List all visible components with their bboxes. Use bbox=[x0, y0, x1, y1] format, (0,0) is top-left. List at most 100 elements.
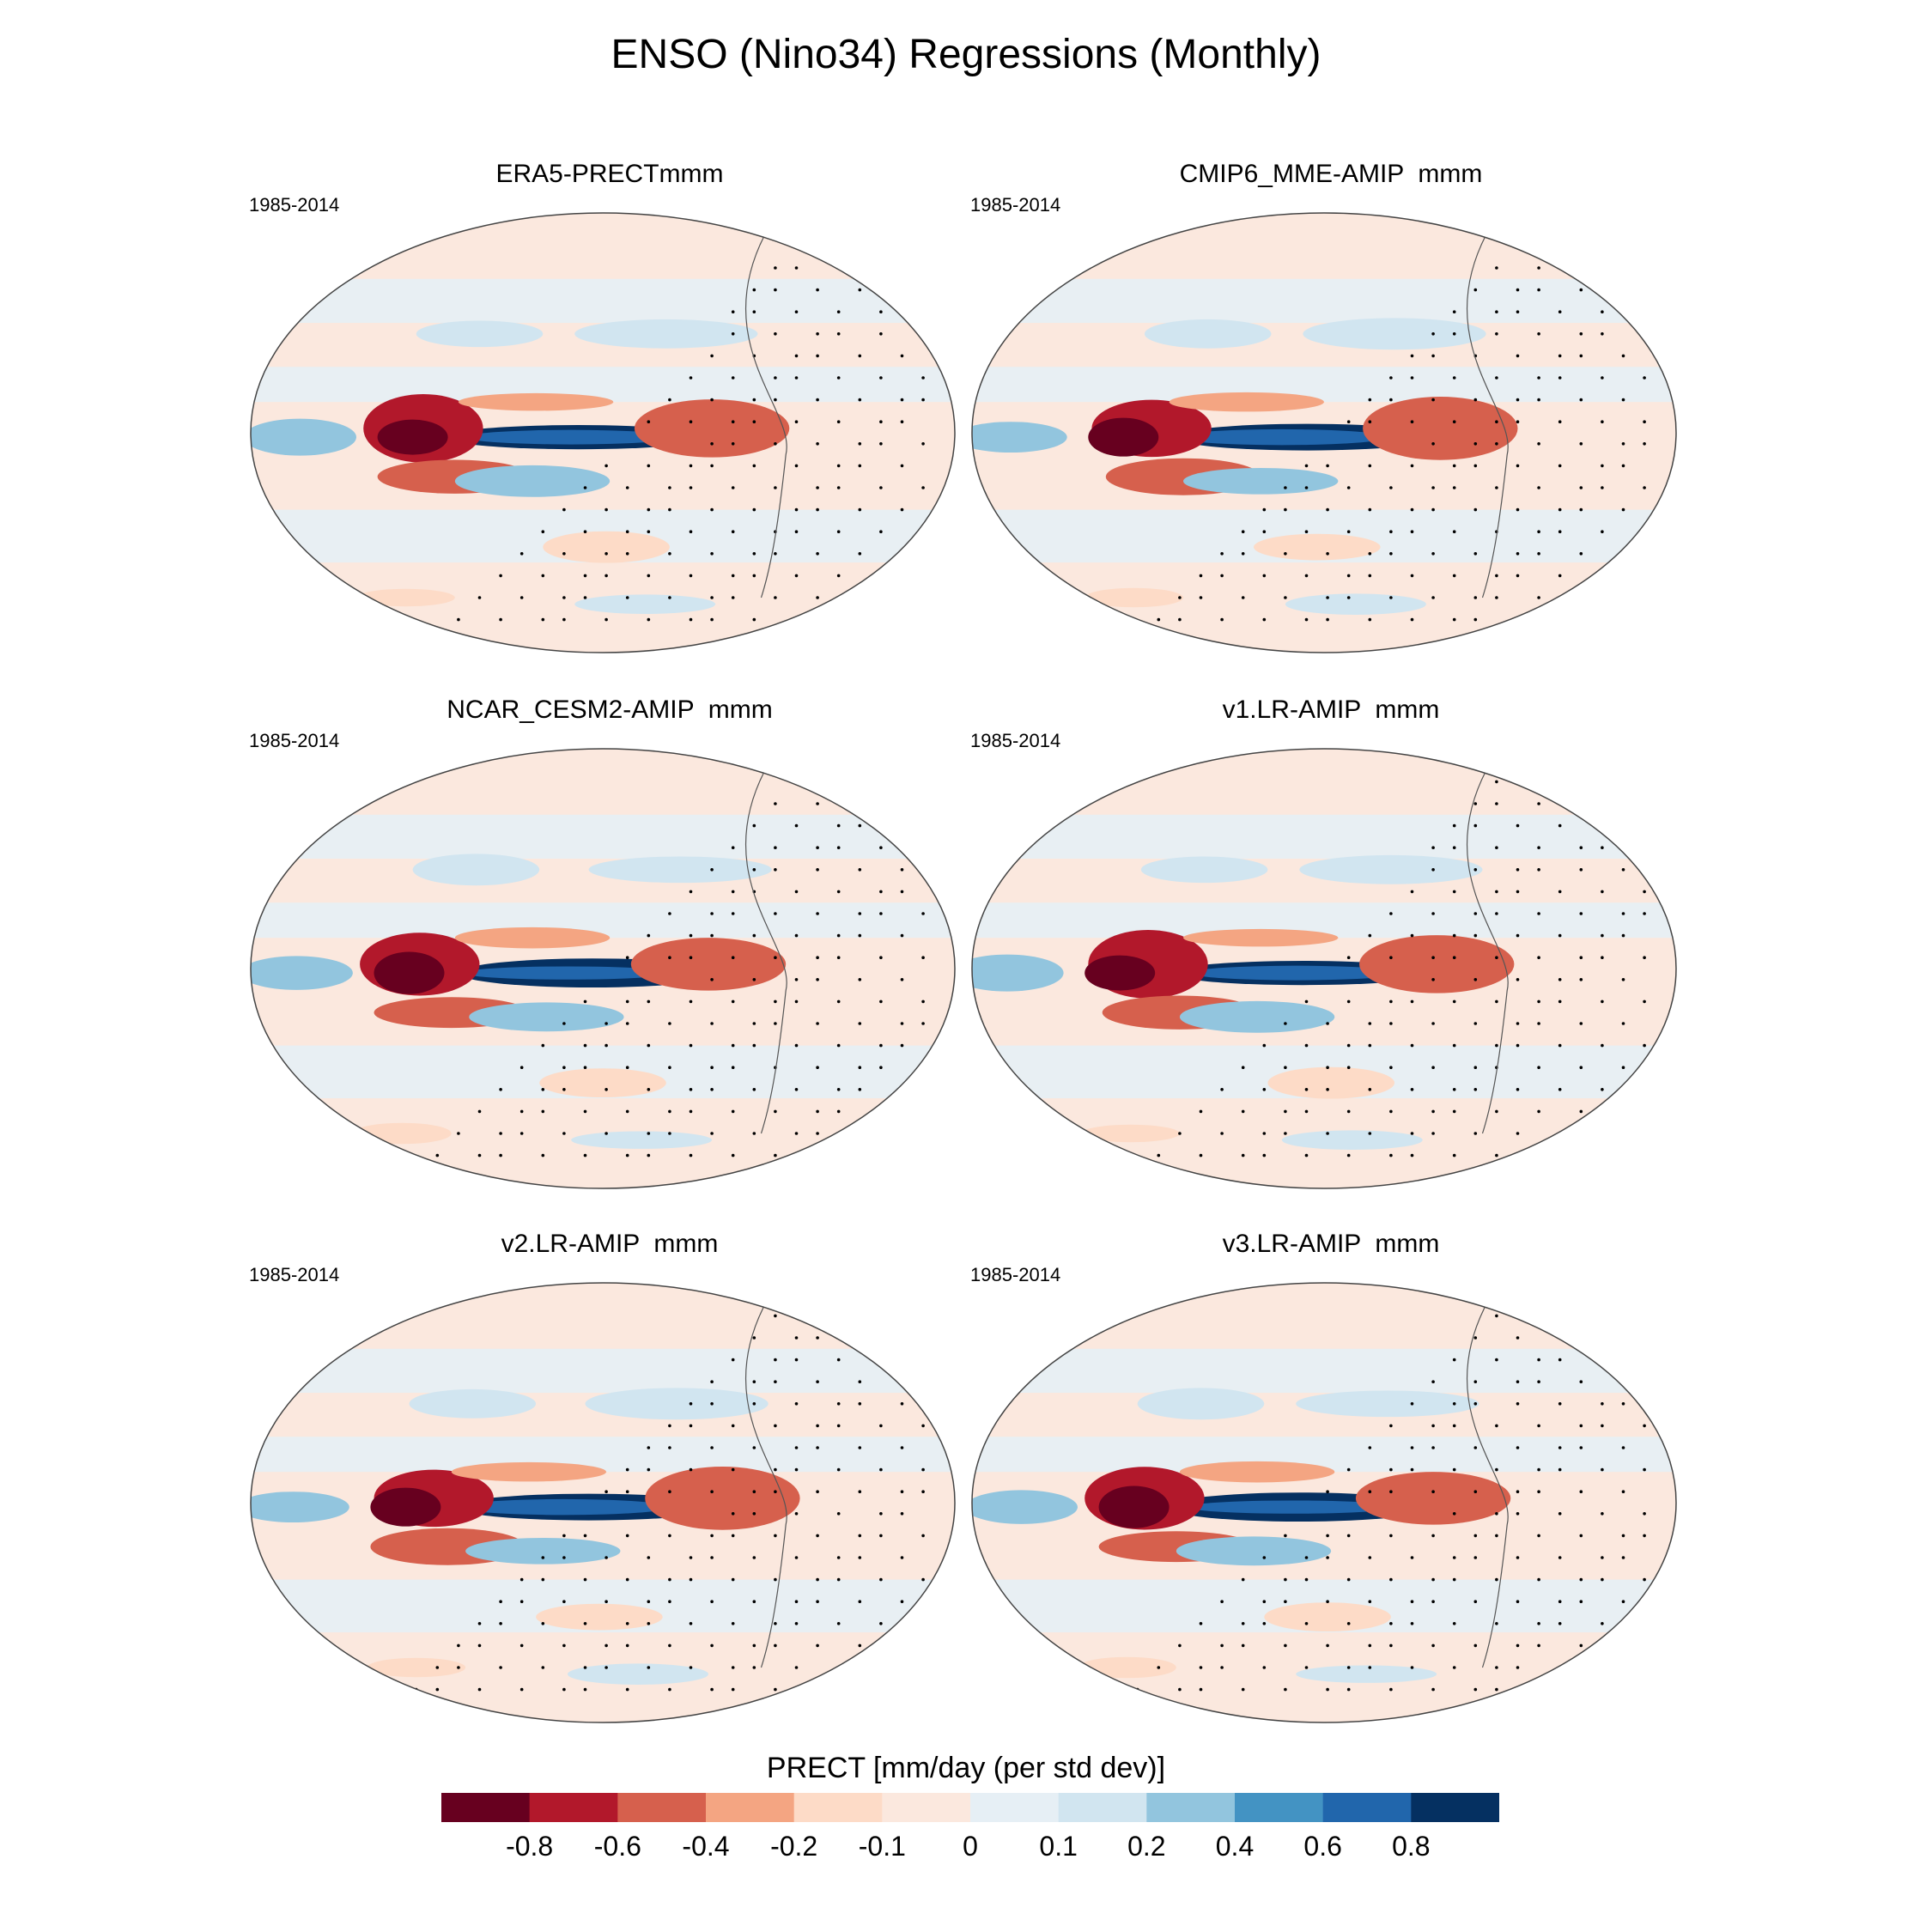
map-plot bbox=[971, 212, 1677, 653]
stipple-dot bbox=[1643, 1577, 1646, 1582]
stipple-dot bbox=[605, 507, 608, 512]
anomaly-region bbox=[574, 319, 758, 349]
stipple-dot bbox=[752, 1446, 756, 1449]
stipple-dot bbox=[900, 1043, 904, 1048]
stipple-dot bbox=[1579, 1446, 1583, 1449]
stipple-dot bbox=[1410, 617, 1414, 622]
colorbar-tick-label: 0.8 bbox=[1392, 1831, 1431, 1862]
stipple-dot bbox=[1304, 530, 1309, 533]
anomaly-region bbox=[1144, 319, 1272, 349]
stipple-dot bbox=[794, 1556, 799, 1559]
stipple-dot bbox=[731, 890, 735, 894]
stipple-dot bbox=[1473, 802, 1478, 805]
stipple-dot bbox=[1601, 1556, 1604, 1559]
stipple-dot bbox=[1431, 912, 1435, 915]
anomaly-region bbox=[458, 1498, 670, 1516]
stipple-dot bbox=[816, 1022, 819, 1025]
stipple-dot bbox=[794, 1153, 799, 1157]
stipple-dot bbox=[647, 999, 651, 1004]
stipple-dot bbox=[605, 1490, 608, 1493]
stipple-dot bbox=[1516, 1643, 1520, 1648]
stipple-dot bbox=[752, 1556, 756, 1559]
stipple-dot bbox=[1410, 464, 1414, 468]
stipple-dot bbox=[1368, 617, 1372, 622]
stipple-dot bbox=[647, 1446, 651, 1449]
stipple-dot bbox=[1157, 617, 1161, 622]
stipple-dot bbox=[1495, 1666, 1498, 1669]
stipple-dot bbox=[1304, 1556, 1309, 1559]
colorbar-swatch bbox=[529, 1793, 618, 1822]
stipple-dot bbox=[921, 398, 925, 402]
stipple-dot bbox=[836, 1153, 841, 1157]
stipple-dot bbox=[1621, 442, 1625, 446]
anomaly-region bbox=[251, 418, 356, 456]
stipple-dot bbox=[1579, 1424, 1583, 1428]
stipple-dot bbox=[1431, 1534, 1435, 1538]
stipple-dot bbox=[1621, 354, 1625, 358]
stipple-dot bbox=[1157, 1666, 1161, 1669]
stipple-dot bbox=[605, 574, 608, 578]
stipple-dot bbox=[1431, 1109, 1435, 1114]
stipple-dot bbox=[1643, 1153, 1646, 1157]
stipple-dot bbox=[921, 442, 925, 446]
stipple-dot bbox=[752, 398, 756, 402]
stipple-dot bbox=[668, 1132, 671, 1135]
stipple-dot bbox=[1579, 507, 1583, 512]
stipple-dot bbox=[900, 288, 904, 292]
stipple-dot bbox=[858, 868, 862, 872]
stipple-dot bbox=[900, 1446, 904, 1449]
stipple-dot bbox=[1368, 1043, 1372, 1048]
anomaly-region bbox=[585, 1388, 769, 1420]
stipple-dot bbox=[858, 1088, 862, 1091]
stipple-dot bbox=[1452, 464, 1456, 468]
stipple-dot bbox=[1495, 846, 1498, 849]
stipple-dot bbox=[879, 1666, 883, 1669]
stipple-dot bbox=[900, 1380, 904, 1383]
stipple-dot bbox=[1558, 1556, 1562, 1559]
stipple-dot bbox=[1516, 244, 1520, 248]
colorbar-label: PRECT [mm/day (per std dev)] bbox=[766, 1752, 1166, 1784]
stipple-dot bbox=[921, 332, 925, 336]
stipple-dot bbox=[710, 1687, 714, 1692]
stipple-dot bbox=[1389, 1622, 1393, 1625]
panel-period: 1985-2014 bbox=[249, 194, 340, 216]
stipple-dot bbox=[625, 1534, 629, 1538]
stipple-dot bbox=[1346, 1687, 1351, 1692]
stipple-dot bbox=[921, 1490, 925, 1493]
stipple-dot bbox=[731, 999, 735, 1004]
stipple-dot bbox=[1579, 1380, 1583, 1383]
stipple-dot bbox=[774, 1577, 777, 1582]
stipple-dot bbox=[1643, 1687, 1646, 1692]
stipple-dot bbox=[1621, 912, 1625, 915]
stipple-dot bbox=[1558, 1153, 1562, 1157]
stipple-dot bbox=[900, 933, 904, 938]
stipple-dot bbox=[1410, 1666, 1414, 1669]
stipple-dot bbox=[921, 1109, 925, 1114]
stipple-dot bbox=[1621, 1380, 1625, 1383]
stipple-dot bbox=[879, 1424, 883, 1428]
colorbar-swatch bbox=[793, 1793, 883, 1822]
stipple-dot bbox=[1643, 912, 1646, 915]
colorbar-swatch bbox=[1411, 1793, 1499, 1822]
stipple-dot bbox=[1579, 288, 1583, 292]
stipple-dot bbox=[1643, 442, 1646, 446]
stipple-dot bbox=[1601, 1043, 1604, 1048]
stipple-dot bbox=[1410, 1622, 1414, 1625]
stipple-dot bbox=[1262, 507, 1267, 512]
stipple-dot bbox=[752, 1402, 756, 1406]
stipple-dot bbox=[1495, 1577, 1498, 1582]
stipple-dot bbox=[816, 912, 819, 915]
colorbar-tick-label: -0.6 bbox=[593, 1831, 641, 1862]
stipple-dot bbox=[731, 1153, 735, 1157]
stipple-dot bbox=[1579, 398, 1583, 402]
stipple-dot bbox=[858, 1600, 862, 1603]
stipple-dot bbox=[668, 1600, 671, 1603]
stipple-dot bbox=[1368, 1490, 1372, 1493]
stipple-dot bbox=[1389, 398, 1393, 402]
stipple-dot bbox=[1326, 1088, 1329, 1091]
stipple-dot bbox=[879, 530, 883, 533]
stipple-dot bbox=[499, 1666, 502, 1669]
anomaly-region bbox=[634, 399, 790, 458]
stipple-dot bbox=[1579, 912, 1583, 915]
stipple-dot bbox=[1473, 398, 1478, 402]
